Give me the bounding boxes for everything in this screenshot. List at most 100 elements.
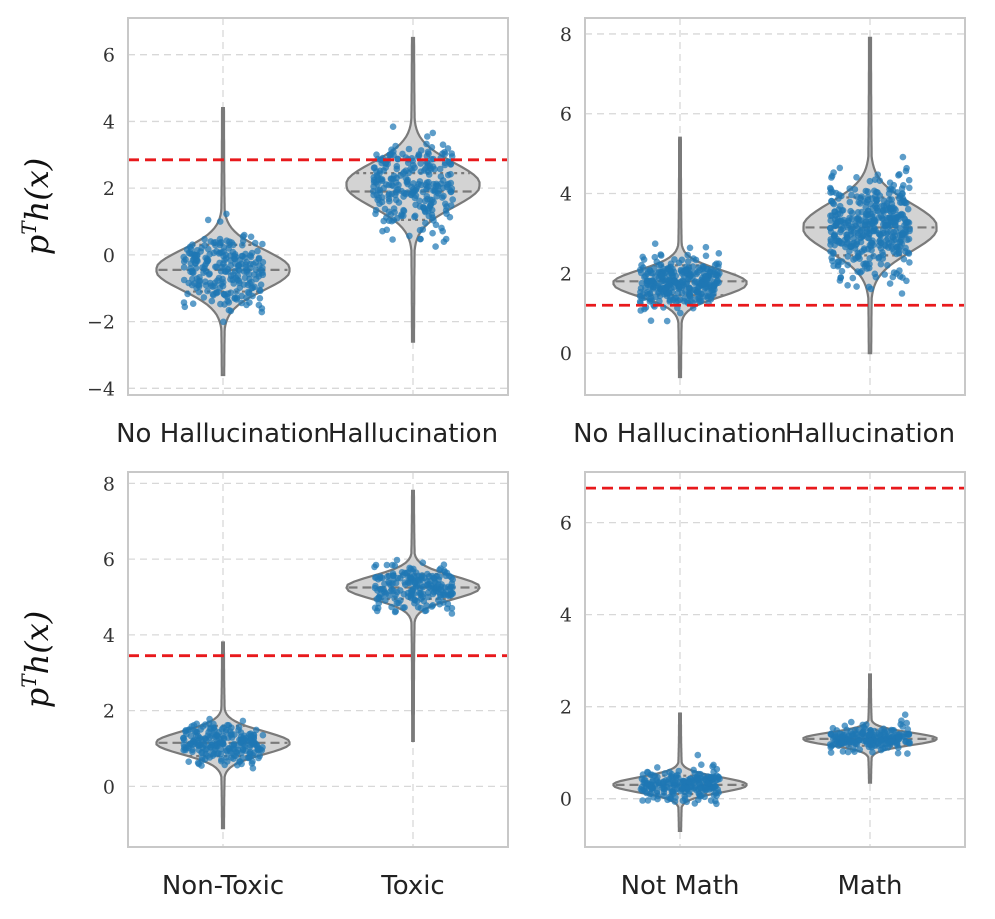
data-point (211, 726, 218, 734)
data-point (189, 241, 196, 248)
data-point (180, 276, 188, 284)
data-point (898, 185, 906, 192)
data-point (851, 186, 859, 193)
data-point (239, 717, 247, 725)
data-point (250, 731, 258, 739)
y-tick-label: 2 (103, 178, 115, 200)
data-point (899, 190, 906, 198)
data-point (376, 189, 384, 197)
data-point (425, 150, 432, 157)
x-category-label: No Hallucination (573, 419, 787, 449)
data-point (691, 279, 698, 287)
y-tick-label: 8 (103, 473, 115, 495)
data-point (667, 794, 675, 802)
data-point (442, 235, 450, 243)
data-point (657, 252, 665, 259)
data-point (252, 726, 260, 734)
data-point (448, 185, 456, 192)
data-point (231, 295, 238, 302)
data-point (372, 179, 380, 186)
data-point (217, 239, 225, 246)
data-point (666, 296, 674, 304)
data-point (898, 290, 906, 297)
data-point (654, 773, 661, 781)
points-hallucination (826, 153, 913, 297)
data-point (232, 274, 240, 282)
data-point (241, 254, 249, 261)
data-point (227, 276, 234, 283)
data-point (638, 279, 646, 287)
data-point (378, 176, 386, 183)
data-point (854, 232, 862, 239)
data-point (389, 572, 397, 579)
data-point (386, 151, 393, 159)
data-point (425, 212, 433, 220)
data-point (416, 197, 423, 205)
data-point (424, 133, 431, 140)
data-point (225, 722, 232, 729)
data-point (439, 150, 446, 157)
data-point (643, 780, 651, 787)
data-point (827, 212, 834, 219)
data-point (392, 579, 400, 587)
data-point (897, 211, 904, 219)
data-point (827, 217, 834, 224)
data-point (703, 265, 710, 273)
data-point (448, 610, 456, 617)
data-point (827, 730, 835, 738)
data-point (702, 252, 710, 260)
data-point (254, 247, 261, 255)
data-point (225, 745, 233, 752)
data-point (392, 196, 400, 204)
data-point (256, 295, 264, 302)
data-point (417, 235, 424, 243)
data-point (877, 741, 885, 749)
data-point (416, 226, 424, 234)
data-point (448, 604, 456, 612)
data-point (419, 593, 426, 600)
data-point (205, 245, 212, 253)
data-point (638, 294, 646, 302)
data-point (888, 726, 895, 734)
data-point (209, 749, 216, 757)
data-point (649, 270, 657, 277)
data-point (668, 788, 676, 795)
data-point (182, 256, 189, 263)
data-point (213, 263, 220, 271)
axes-frame (584, 471, 966, 848)
data-point (864, 740, 871, 748)
data-point (436, 165, 444, 173)
data-point (871, 225, 878, 233)
data-point (424, 578, 431, 585)
data-point (417, 168, 425, 175)
data-point (669, 265, 676, 273)
data-point (449, 583, 456, 591)
data-point (180, 746, 187, 754)
data-point (848, 718, 855, 726)
data-point (900, 255, 908, 263)
data-point (250, 749, 258, 756)
y-tick-label: 2 (560, 263, 572, 285)
data-point (198, 757, 206, 764)
data-point (892, 219, 899, 226)
data-point (428, 603, 436, 610)
x-category-label: Math (837, 871, 902, 901)
data-point (703, 276, 711, 284)
data-point (247, 233, 255, 241)
data-point (903, 277, 910, 285)
plot-area (128, 489, 508, 830)
data-point (856, 250, 863, 257)
data-point (836, 164, 844, 172)
violin-toxic (345, 489, 481, 742)
data-point (694, 284, 702, 291)
data-point (844, 261, 851, 269)
data-point (419, 559, 427, 566)
data-point (441, 161, 449, 169)
x-category-label: Toxic (380, 871, 444, 901)
x-category-label: Hallucination (328, 419, 498, 449)
data-point (415, 152, 423, 159)
data-point (905, 235, 913, 243)
data-point (197, 726, 204, 733)
y-tick-label: 0 (103, 776, 115, 798)
data-point (679, 278, 687, 285)
